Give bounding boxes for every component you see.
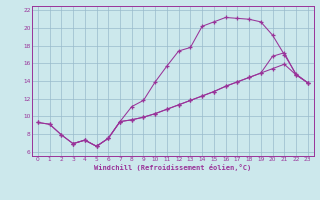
- X-axis label: Windchill (Refroidissement éolien,°C): Windchill (Refroidissement éolien,°C): [94, 164, 252, 171]
